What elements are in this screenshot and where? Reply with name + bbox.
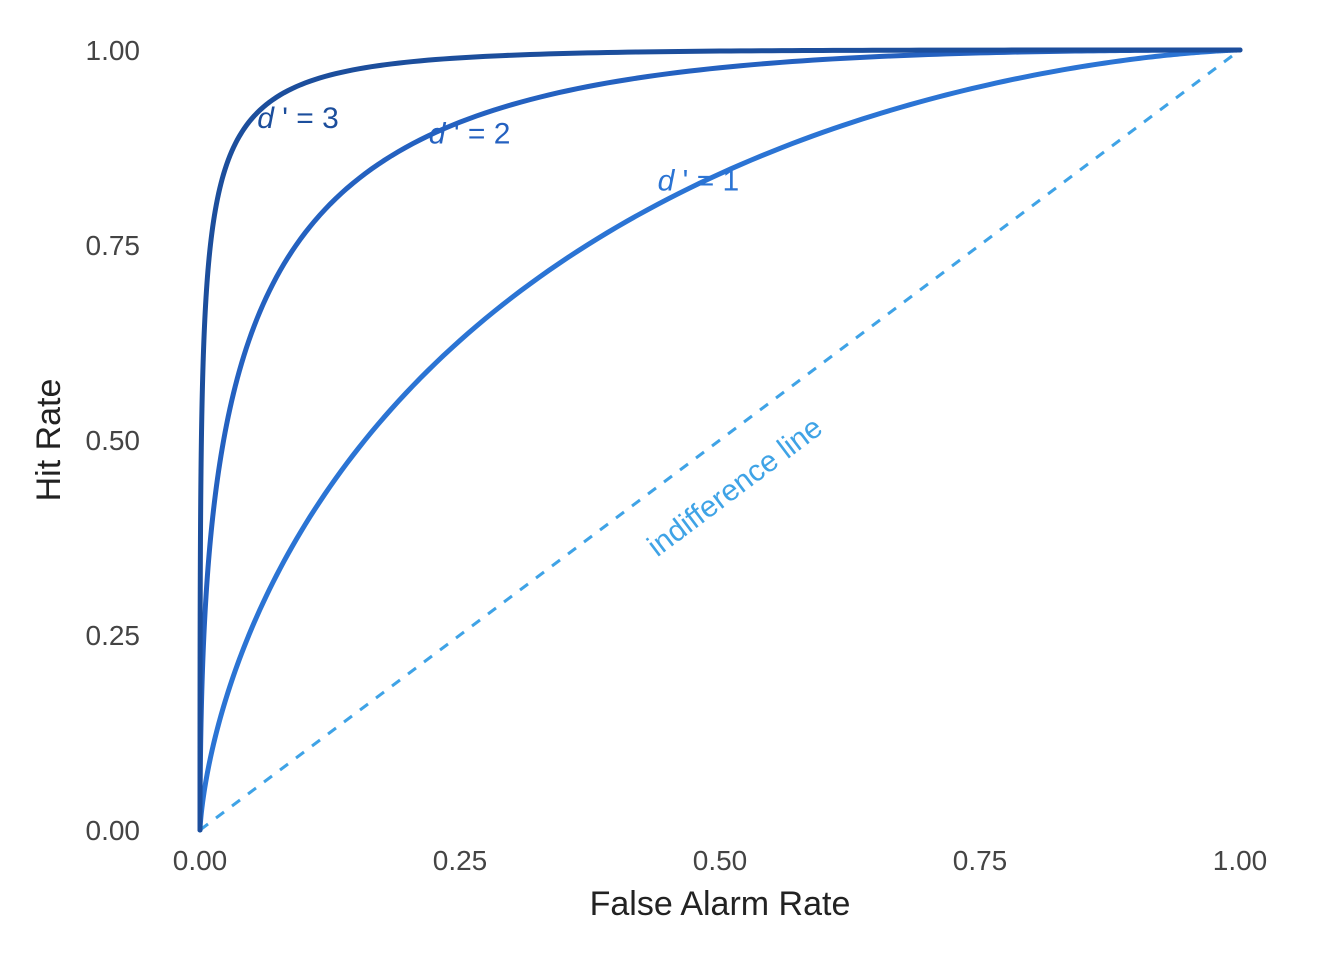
y-tick-label: 0.75 — [86, 230, 141, 261]
y-axis-label: Hit Rate — [30, 379, 68, 502]
roc-svg: 0.00 0.25 0.50 0.75 1.00 0.00 0.25 0.50 0.75 1.00… — [0, 0, 1344, 960]
y-tick-label: 1.00 — [86, 35, 141, 66]
curve-label-d2: d ' = 2 — [429, 118, 511, 151]
x-axis-label: False Alarm Rate — [590, 885, 851, 923]
y-tick-label: 0.00 — [86, 815, 141, 846]
x-tick-label: 0.50 — [693, 845, 748, 876]
roc-chart: 0.00 0.25 0.50 0.75 1.00 0.00 0.25 0.50 0.75 1.00… — [0, 0, 1344, 960]
y-tick-label: 0.25 — [86, 620, 141, 651]
curve-label-d1: d ' = 1 — [658, 164, 740, 197]
x-tick-label: 0.00 — [173, 845, 228, 876]
x-tick-label: 1.00 — [1213, 845, 1268, 876]
x-tick-label: 0.75 — [953, 845, 1008, 876]
curve-label-d3: d ' = 3 — [257, 102, 339, 135]
y-tick-label: 0.50 — [86, 425, 141, 456]
x-tick-label: 0.25 — [433, 845, 488, 876]
